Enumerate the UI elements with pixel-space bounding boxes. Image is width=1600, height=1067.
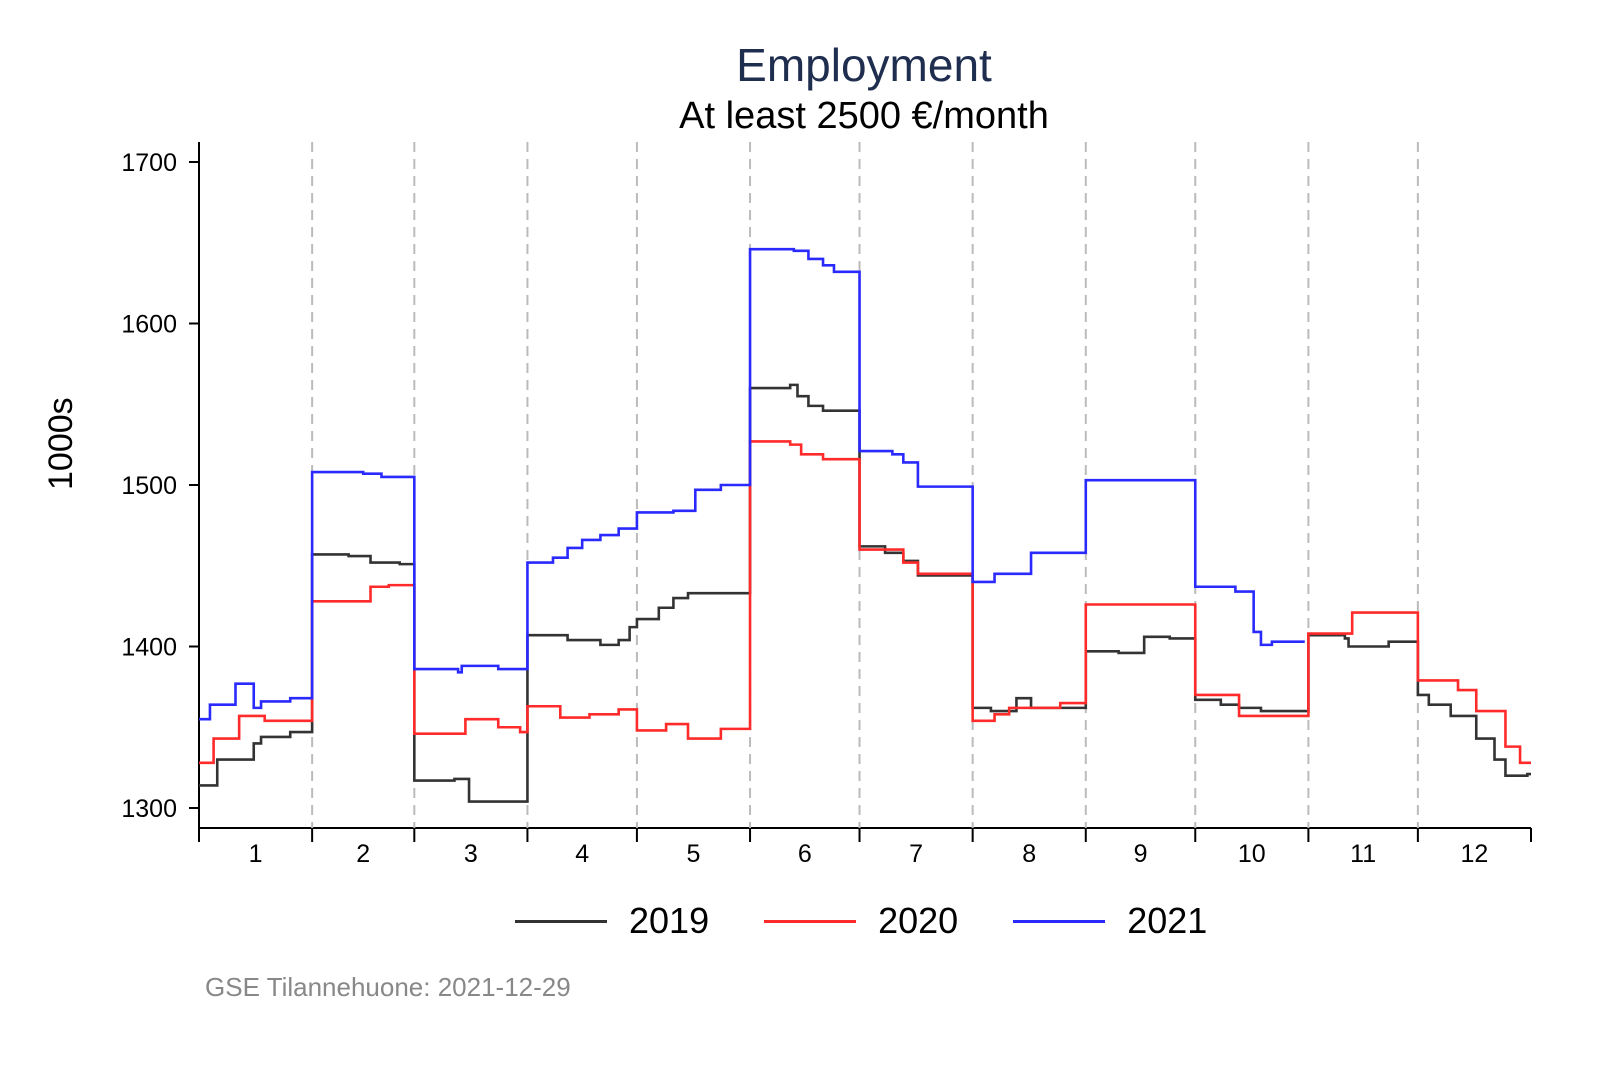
series-line-2021 xyxy=(199,247,1305,721)
x-tick-label: 5 xyxy=(687,840,701,868)
x-tick-label: 6 xyxy=(798,840,812,868)
legend-swatch xyxy=(515,919,607,923)
chart-title: Employment xyxy=(736,39,992,91)
legend-item-2020: 2020 xyxy=(764,900,958,942)
legend-item-2019: 2019 xyxy=(515,900,709,942)
x-tick-label: 8 xyxy=(1022,840,1036,868)
series-line-2019 xyxy=(199,383,1531,803)
x-tick-label: 1 xyxy=(249,840,263,868)
source-note: GSE Tilannehuone: 2021-12-29 xyxy=(205,972,571,1002)
y-tick-label: 1600 xyxy=(121,311,177,339)
x-tick-label: 12 xyxy=(1461,840,1489,868)
legend-swatch xyxy=(764,919,857,923)
x-tick-label: 10 xyxy=(1238,840,1266,868)
legend-label: 2020 xyxy=(878,900,959,941)
legend-label: 2021 xyxy=(1127,900,1208,941)
legend-item-2021: 2021 xyxy=(1013,900,1207,942)
series-line-2020 xyxy=(199,440,1531,765)
y-tick-label: 1300 xyxy=(121,795,177,823)
x-tick-label: 3 xyxy=(464,840,478,868)
legend-swatch xyxy=(1013,919,1106,923)
x-tick-label: 9 xyxy=(1134,840,1148,868)
x-tick-label: 2 xyxy=(356,840,370,868)
legend: 2019 2020 2021 xyxy=(515,900,1262,942)
y-tick-label: 1700 xyxy=(121,149,177,177)
legend-label: 2019 xyxy=(629,900,710,941)
x-tick-label: 7 xyxy=(909,840,923,868)
y-tick-label: 1400 xyxy=(121,634,177,662)
x-tick-label: 4 xyxy=(575,840,589,868)
chart-subtitle: At least 2500 €/month xyxy=(679,95,1049,137)
y-tick-label: 1500 xyxy=(121,472,177,500)
x-tick-label: 11 xyxy=(1350,840,1376,868)
